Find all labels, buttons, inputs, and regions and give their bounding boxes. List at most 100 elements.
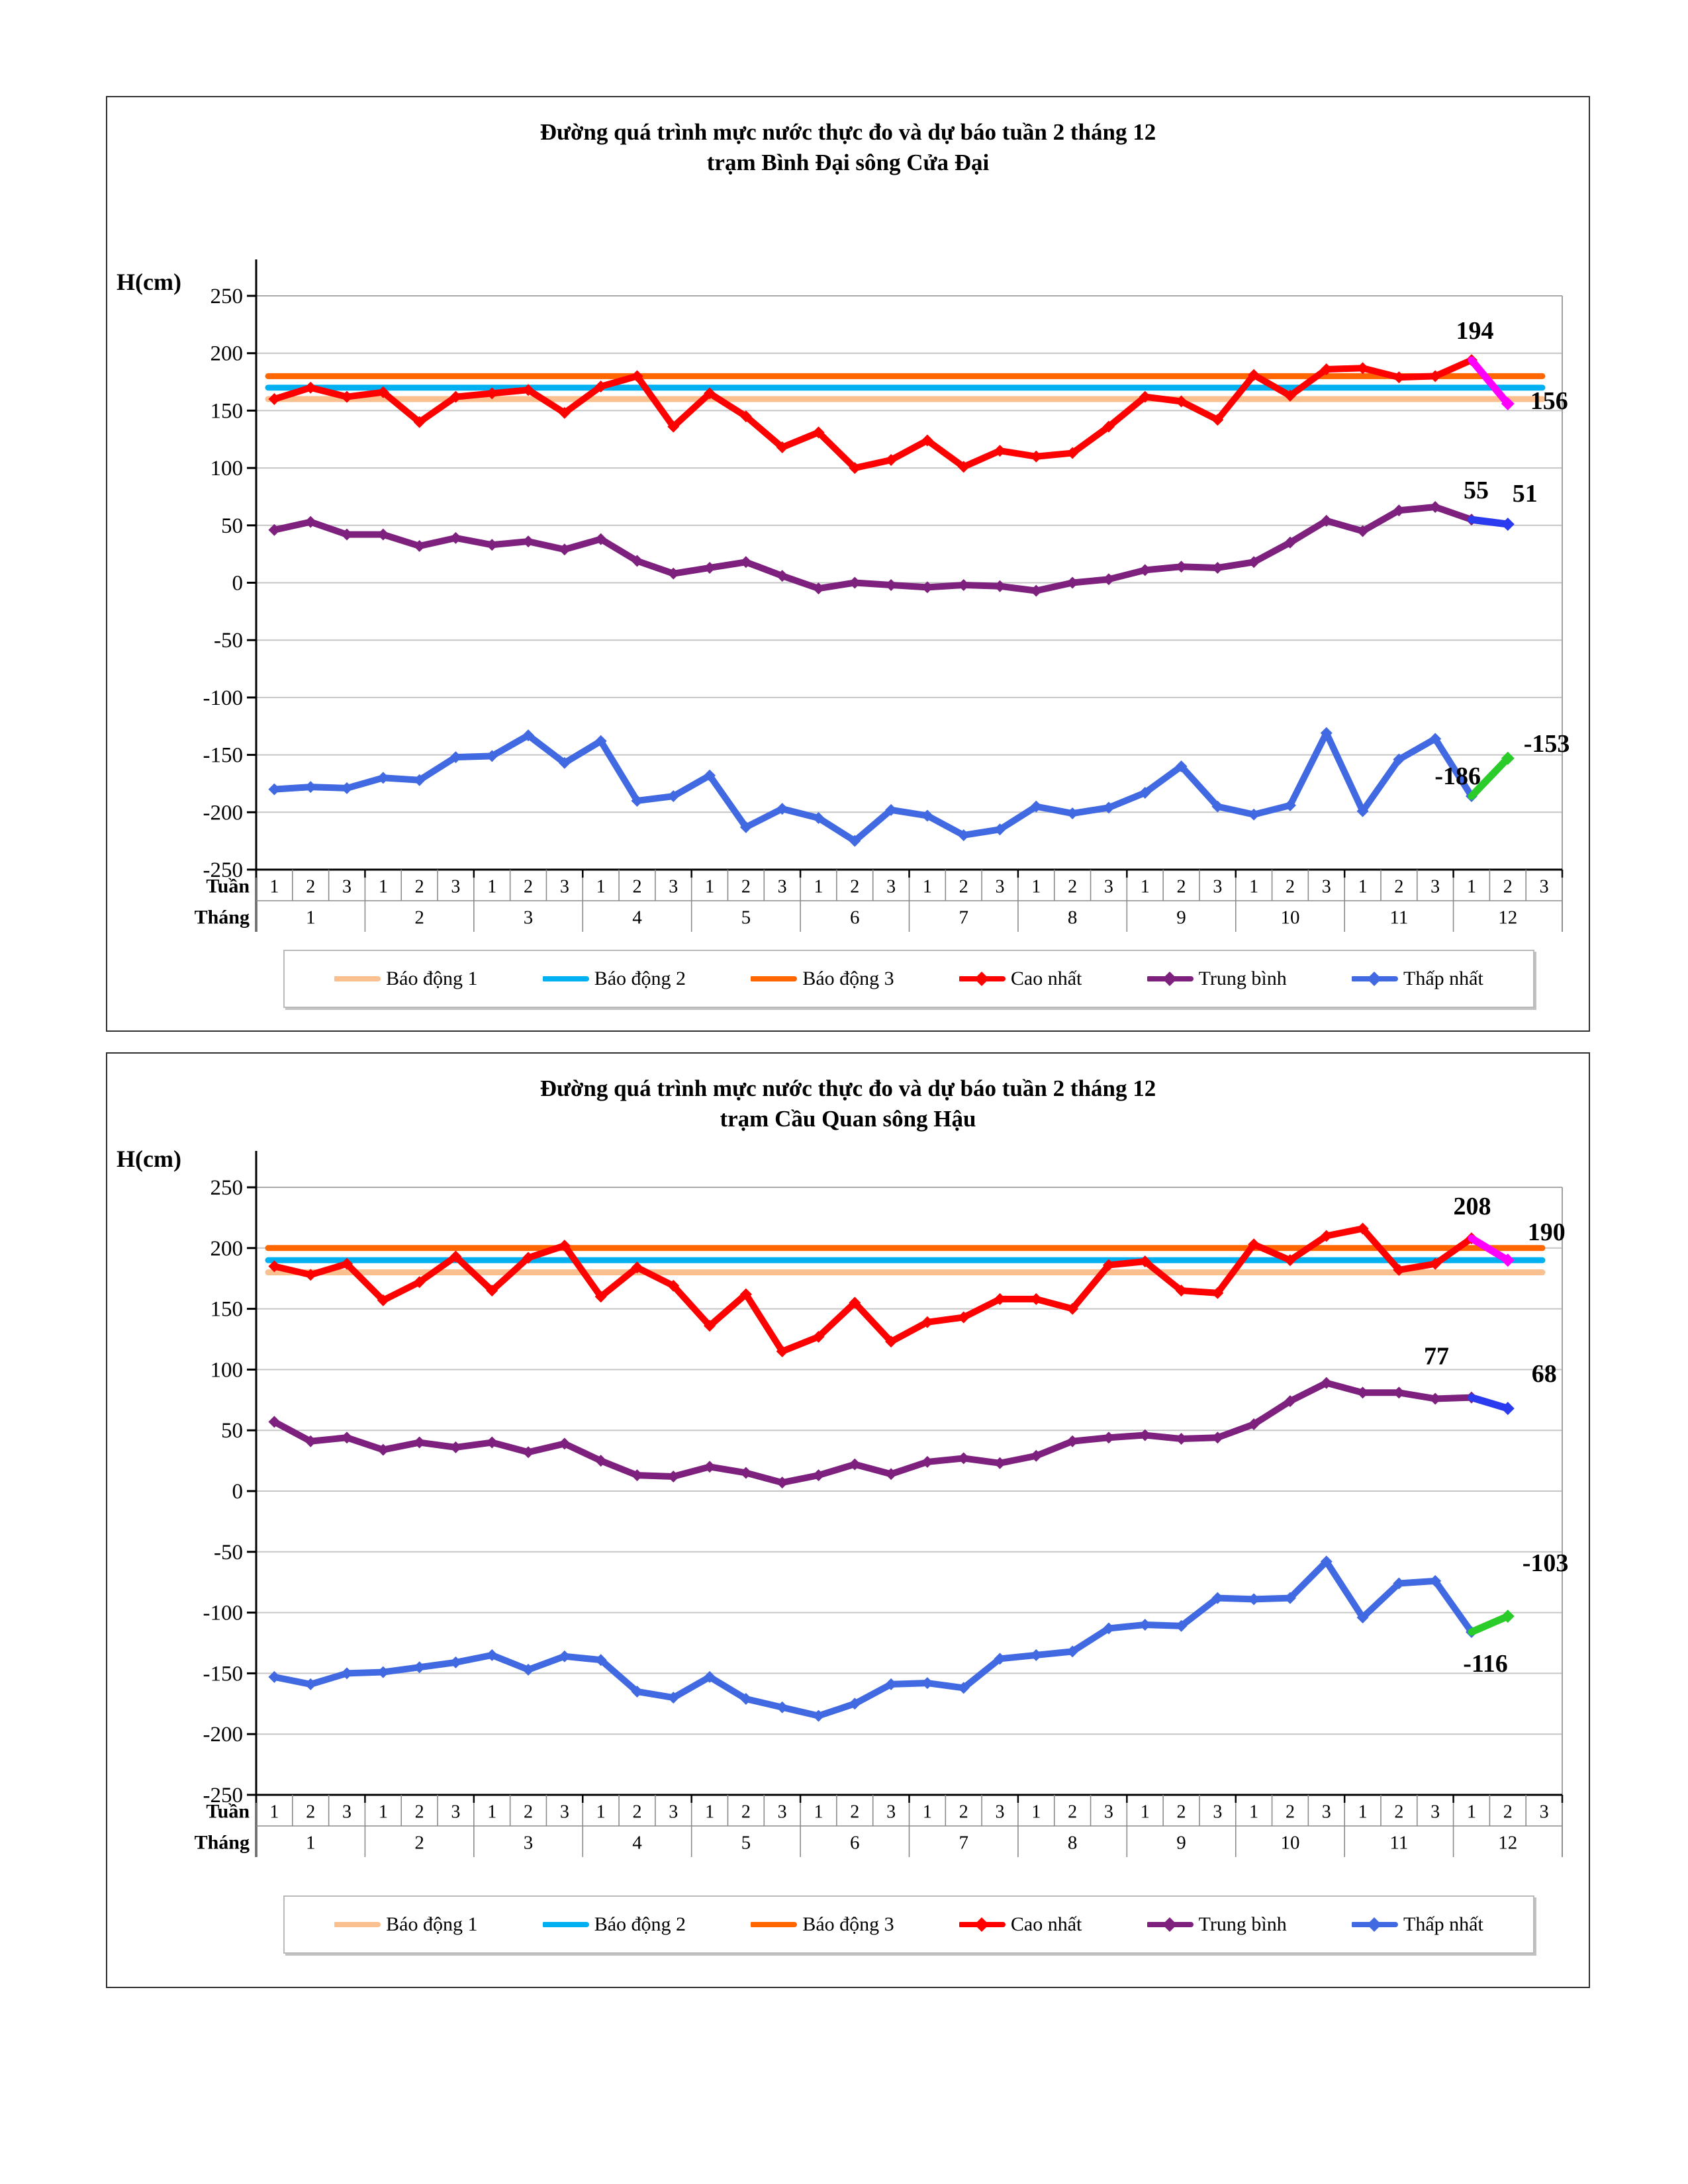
- legend-label: Thấp nhất: [1403, 968, 1483, 989]
- marker-thap-nhat: [1429, 1574, 1442, 1587]
- series-thap-nhat: [273, 1558, 1475, 1719]
- marker-thap-nhat: [1030, 1649, 1043, 1661]
- marker-cao-nhat: [305, 381, 317, 394]
- y-tick-label: 250: [211, 285, 244, 308]
- marker-cao-nhat: [449, 390, 462, 403]
- week-label: 3: [886, 1802, 896, 1823]
- annotation-208: 208: [1453, 1193, 1491, 1220]
- week-label: 3: [778, 1802, 787, 1823]
- marker-thap-nhat: [558, 756, 571, 769]
- week-label: 1: [1249, 877, 1258, 897]
- week-label: 3: [1430, 1802, 1440, 1823]
- chart-title-line1: Đường quá trình mực nước thực đo và dự b…: [539, 1075, 1156, 1101]
- marker-cao-nhat: [739, 1288, 752, 1300]
- marker-trung-binh: [1030, 584, 1043, 597]
- marker-trung-binh: [377, 528, 389, 541]
- marker-thap-nhat: [631, 794, 643, 807]
- marker-trung-binh: [486, 539, 498, 551]
- marker-thap-nhat: [1320, 1555, 1333, 1568]
- legend-label: Báo động 1: [386, 1913, 478, 1935]
- marker-trung-binh: [1030, 1449, 1043, 1462]
- week-label: 3: [1322, 1802, 1331, 1823]
- marker-thap-nhat: [921, 1677, 933, 1690]
- marker-cao-nhat: [268, 393, 281, 406]
- legend-label: Báo động 1: [386, 968, 478, 989]
- marker-cao-nhat: [341, 390, 353, 403]
- marker-cao-nhat: [594, 380, 607, 392]
- marker-trung-binh: [739, 556, 752, 569]
- week-label: 2: [1286, 877, 1295, 897]
- week-label: 1: [1358, 877, 1368, 897]
- week-label: 1: [1141, 1802, 1150, 1823]
- legend-swatch-bao-ong-1: [334, 976, 381, 981]
- chart-title-line2: trạm Cầu Quan sông Hậu: [720, 1106, 976, 1132]
- marker-thap-nhat: [486, 750, 498, 762]
- week-label: 2: [1286, 1802, 1295, 1823]
- marker-trung-binh: [558, 1437, 571, 1450]
- week-label: 2: [1068, 1802, 1077, 1823]
- marker-trung-binh: [704, 561, 716, 574]
- marker-cao-nhat: [885, 1336, 898, 1348]
- marker-trung-binh: [1248, 1418, 1260, 1431]
- marker-cao-nhat: [1393, 371, 1405, 384]
- legend-label: Báo động 2: [594, 968, 686, 989]
- marker-trung-binh: [1284, 536, 1296, 549]
- marker-cao-nhat: [522, 1251, 535, 1264]
- week-label: 2: [306, 877, 315, 897]
- legend-swatch-bao-ong-1: [334, 1922, 381, 1927]
- week-label: 1: [1358, 1802, 1368, 1823]
- month-label: 9: [1176, 1833, 1186, 1854]
- marker-cao-nhat: [1066, 1302, 1079, 1315]
- y-axis-unit-label: H(cm): [117, 269, 181, 295]
- marker-trung-binh: [1320, 514, 1333, 527]
- marker-thap-nhat: [1102, 1622, 1115, 1635]
- marker-cao-nhat: [885, 453, 898, 466]
- y-tick-label: 250: [211, 1176, 244, 1200]
- y-tick-label: -50: [214, 1541, 243, 1565]
- marker-trung-binh: [413, 540, 426, 553]
- marker-trung-binh: [1248, 556, 1260, 569]
- y-tick-label: -100: [203, 1602, 244, 1625]
- marker-cao-nhat: [957, 461, 970, 473]
- marker-thap-nhat: [1175, 1619, 1188, 1632]
- week-label: 2: [1177, 1802, 1186, 1823]
- marker-thap-nhat: [849, 835, 861, 847]
- week-label: 2: [959, 877, 968, 897]
- y-tick-label: -250: [203, 1784, 244, 1807]
- week-label: 2: [415, 877, 424, 897]
- marker-cao-nhat: [1139, 1255, 1151, 1267]
- marker-thap-nhat: [1211, 1592, 1224, 1604]
- marker-trung-binh: [341, 528, 353, 541]
- marker-trung-binh: [885, 1468, 898, 1480]
- forecast-marker-cao-nhat: [1501, 1253, 1515, 1267]
- month-label: 8: [1068, 907, 1078, 929]
- marker-thap-nhat: [522, 1663, 535, 1676]
- legend-diamond-icon: [974, 1917, 989, 1932]
- marker-thap-nhat: [268, 783, 281, 796]
- legend-swatch-bao-ong-2: [542, 1922, 589, 1927]
- marker-cao-nhat: [1030, 1293, 1043, 1305]
- marker-trung-binh: [631, 555, 643, 567]
- week-label: 1: [1249, 1802, 1258, 1823]
- marker-thap-nhat: [1248, 1593, 1260, 1606]
- week-label: 2: [1394, 877, 1403, 897]
- week-label: 3: [1322, 877, 1331, 897]
- marker-trung-binh: [1139, 564, 1151, 576]
- marker-cao-nhat: [1066, 447, 1079, 459]
- annotation--116: -116: [1463, 1650, 1508, 1678]
- marker-cao-nhat: [449, 1250, 462, 1263]
- month-label: 11: [1389, 1833, 1408, 1854]
- y-tick-label: -200: [203, 801, 244, 825]
- marker-cao-nhat: [1429, 1257, 1442, 1270]
- legend-item-trung-binh: Trung bình: [1147, 1913, 1287, 1936]
- marker-trung-binh: [812, 1469, 825, 1482]
- y-tick-label: 100: [211, 1358, 244, 1382]
- marker-thap-nhat: [885, 803, 898, 816]
- marker-trung-binh: [776, 1477, 788, 1489]
- week-label: 1: [923, 1802, 932, 1823]
- month-label: 4: [632, 1833, 642, 1854]
- week-label: 2: [632, 1802, 641, 1823]
- week-label: 1: [705, 877, 714, 897]
- legend-diamond-icon: [1162, 1917, 1177, 1932]
